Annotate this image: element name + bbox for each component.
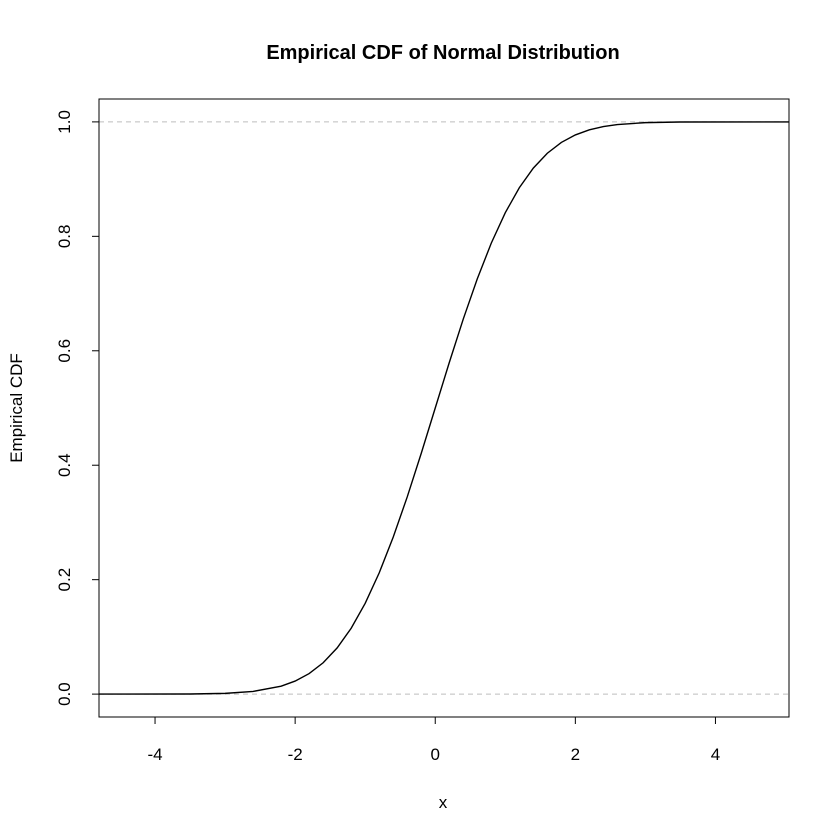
x-axis-label: x [439,793,448,812]
reference-lines [99,121,789,695]
series-layer [98,121,790,695]
y-axis-label: Empirical CDF [7,353,26,463]
x-tick-label: -2 [288,745,303,764]
plot-frame [98,98,790,718]
x-tick-label: 2 [571,745,580,764]
ecdf-series-line [98,121,790,695]
y-axis: 0.0 0.2 0.4 0.6 0.8 1.0 [55,110,100,706]
x-tick-label: 4 [711,745,720,764]
y-tick-label: 0.4 [55,453,74,477]
y-tick-label: 0.0 [55,682,74,706]
y-tick-label: 0.8 [55,225,74,249]
y-tick-label: 0.2 [55,568,74,592]
y-tick-label: 1.0 [55,110,74,134]
y-tick-label: 0.6 [55,339,74,363]
x-axis: -4 -2 0 2 4 [147,716,720,764]
x-tick-label: 0 [431,745,440,764]
x-tick-label: -4 [147,745,162,764]
chart-title: Empirical CDF of Normal Distribution [266,42,619,64]
